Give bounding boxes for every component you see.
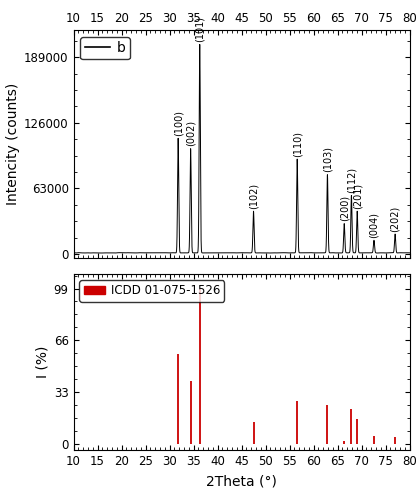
Text: (101): (101) [195,16,205,42]
Text: (103): (103) [323,146,332,172]
Text: (201): (201) [352,182,362,209]
X-axis label: 2Theta (°): 2Theta (°) [206,475,277,489]
Text: (110): (110) [292,130,302,156]
Y-axis label: I (%): I (%) [35,346,50,378]
Text: (202): (202) [390,206,400,232]
Legend: b: b [81,37,130,60]
Text: (112): (112) [346,167,357,193]
Text: (002): (002) [186,120,196,146]
Legend: ICDD 01-075-1526: ICDD 01-075-1526 [79,280,224,301]
Text: (102): (102) [249,182,258,209]
Y-axis label: Intencity (counts): Intencity (counts) [6,83,20,206]
Text: (004): (004) [369,212,379,238]
Text: (200): (200) [339,195,349,222]
Text: (100): (100) [173,110,183,136]
